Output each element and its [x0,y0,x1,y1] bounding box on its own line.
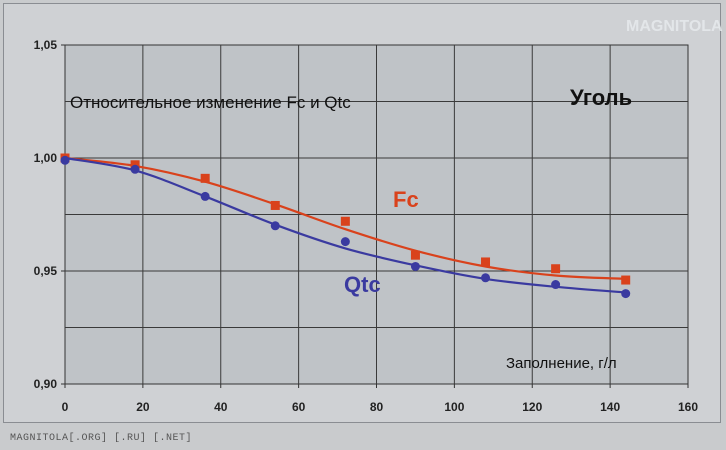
x-tick-label: 120 [522,400,542,414]
x-tick-label: 140 [600,400,620,414]
x-tick-label: 100 [444,400,464,414]
y-tick-labels: 1,05 1,00 0,95 0,90 [34,38,65,391]
data-point-fc [551,264,561,274]
data-point-fc [340,216,350,226]
y-tick-label: 0,95 [34,264,58,278]
data-point-fc [200,173,210,183]
data-point-qtc [130,164,140,174]
x-tick-labels: 0 20 40 60 80 100 120 140 160 [62,384,698,414]
x-tick-label: 20 [136,400,150,414]
x-axis-label: Заполнение, г/л [506,355,617,372]
data-point-fc [621,275,631,285]
data-point-qtc [60,155,70,165]
watermark-text: MAGNITOLA[.ORG] [.RU] [.NET] [10,433,193,444]
x-tick-label: 160 [678,400,698,414]
chart-subtitle: Уголь [570,85,632,110]
data-point-qtc [200,191,210,201]
series-qtc [60,155,631,299]
data-point-qtc [340,237,350,247]
y-tick-label: 1,00 [34,151,58,165]
data-point-fc [481,257,491,267]
x-tick-label: 80 [370,400,384,414]
grid-lines [65,45,688,384]
data-point-qtc [481,273,491,283]
x-tick-label: 0 [62,400,69,414]
series-label-qtc: Qtc [344,272,381,297]
data-point-qtc [551,280,561,290]
watermark-logo: MAGNITOLA [626,18,723,35]
data-point-qtc [270,221,280,231]
series-layer [60,153,631,299]
data-point-fc [410,250,420,260]
series-line-qtc [64,156,626,294]
x-tick-label: 40 [214,400,228,414]
y-tick-label: 0,90 [34,377,58,391]
data-point-qtc [621,289,631,299]
data-point-fc [270,200,280,210]
data-point-qtc [410,261,420,271]
y-tick-label: 1,05 [34,38,58,52]
series-line-fc [64,156,626,281]
x-tick-label: 60 [292,400,306,414]
data-point-fc [130,160,140,170]
chart-title: Относительное изменение Fc и Qtc [70,93,351,112]
series-label-fc: Fc [393,187,419,212]
